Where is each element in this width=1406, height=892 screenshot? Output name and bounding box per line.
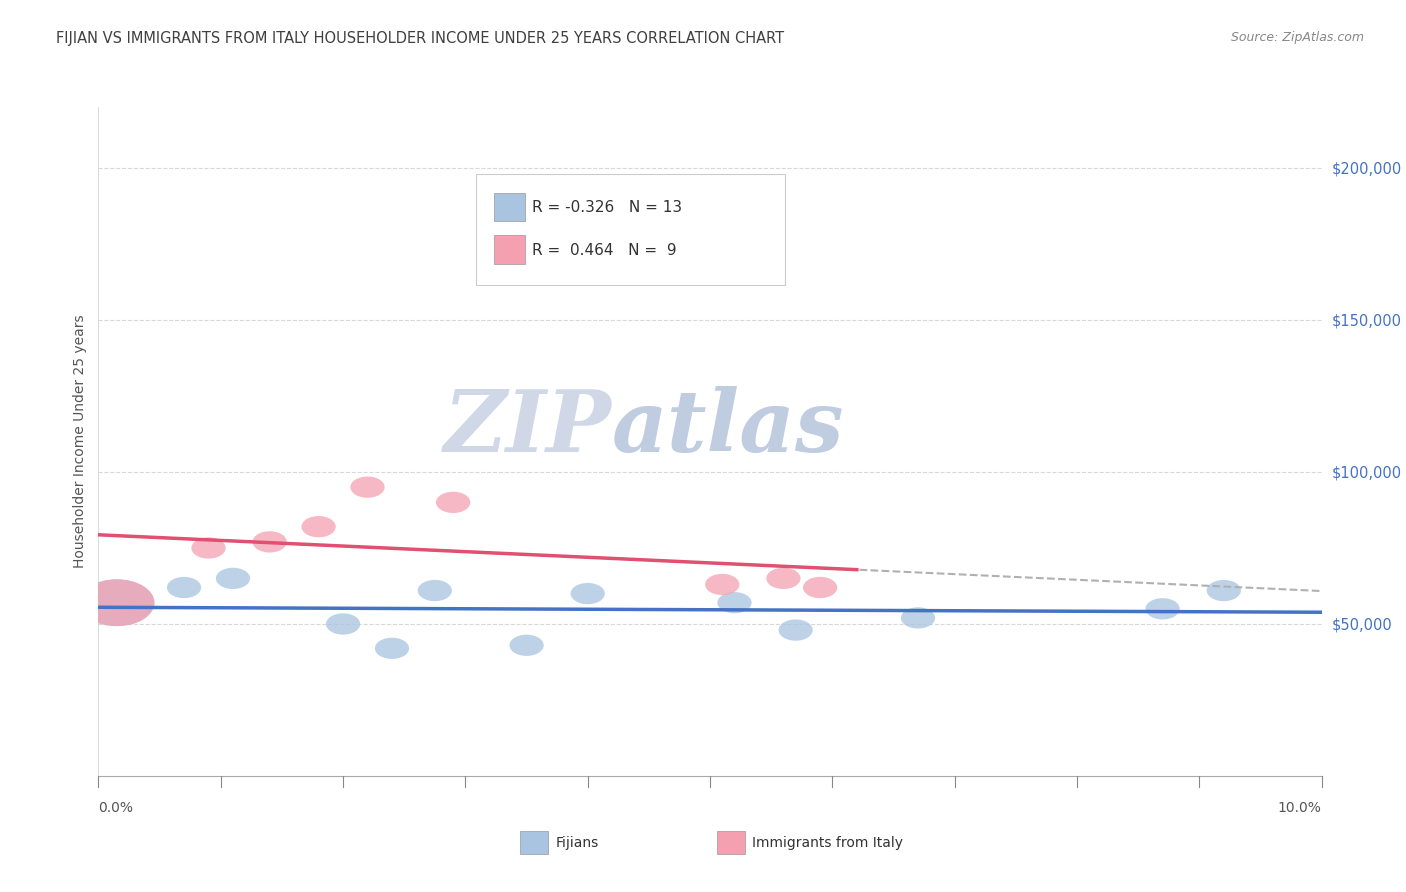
Text: Source: ZipAtlas.com: Source: ZipAtlas.com [1230, 31, 1364, 45]
Ellipse shape [1146, 599, 1180, 619]
Text: Immigrants from Italy: Immigrants from Italy [752, 836, 903, 850]
Text: ZIP: ZIP [444, 386, 612, 470]
Ellipse shape [766, 567, 800, 589]
Ellipse shape [571, 583, 605, 604]
Ellipse shape [779, 619, 813, 640]
Ellipse shape [191, 537, 225, 558]
Ellipse shape [1206, 580, 1241, 601]
Text: Fijians: Fijians [555, 836, 599, 850]
Ellipse shape [706, 574, 740, 595]
Ellipse shape [717, 592, 752, 614]
Ellipse shape [167, 577, 201, 599]
Ellipse shape [326, 614, 360, 634]
Ellipse shape [901, 607, 935, 629]
Ellipse shape [509, 634, 544, 656]
Text: atlas: atlas [612, 386, 845, 470]
Text: FIJIAN VS IMMIGRANTS FROM ITALY HOUSEHOLDER INCOME UNDER 25 YEARS CORRELATION CH: FIJIAN VS IMMIGRANTS FROM ITALY HOUSEHOL… [56, 31, 785, 46]
Ellipse shape [79, 579, 155, 626]
Ellipse shape [79, 579, 155, 626]
Ellipse shape [253, 532, 287, 552]
Ellipse shape [803, 577, 837, 599]
Text: R =  0.464   N =  9: R = 0.464 N = 9 [531, 244, 676, 258]
Text: 10.0%: 10.0% [1278, 801, 1322, 814]
Ellipse shape [217, 567, 250, 589]
Y-axis label: Householder Income Under 25 years: Householder Income Under 25 years [73, 315, 87, 568]
Text: 0.0%: 0.0% [98, 801, 134, 814]
Ellipse shape [375, 638, 409, 659]
Ellipse shape [418, 580, 451, 601]
Ellipse shape [436, 491, 470, 513]
Ellipse shape [350, 476, 385, 498]
Ellipse shape [301, 516, 336, 537]
Text: R = -0.326   N = 13: R = -0.326 N = 13 [531, 201, 682, 215]
